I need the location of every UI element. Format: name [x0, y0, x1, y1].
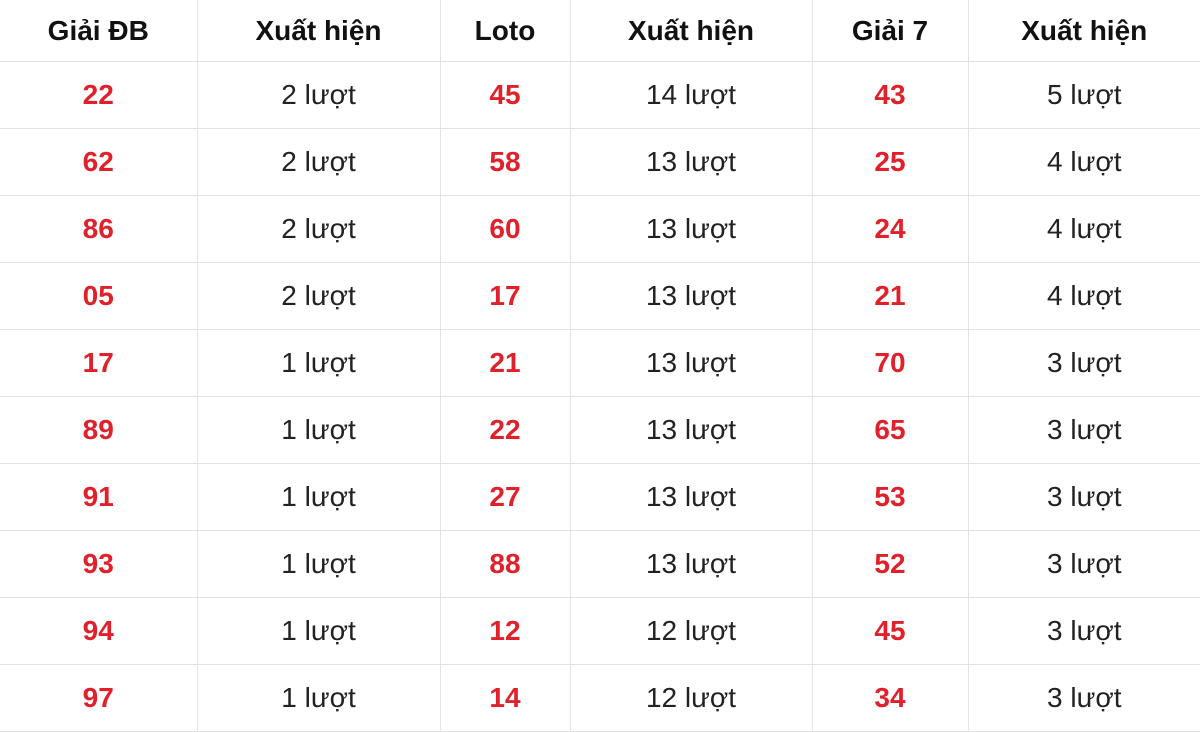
count-cell: 3 lượt: [967, 463, 1200, 531]
header-xuat-hien-giai-7: Xuất hiện: [967, 0, 1200, 62]
table-row: 17 1 lượt 21 13 lượt 70 3 lượt: [0, 329, 1200, 397]
header-xuat-hien-loto: Xuất hiện: [569, 0, 813, 62]
count-cell: 5 lượt: [967, 61, 1200, 129]
number-cell: 12: [439, 597, 571, 665]
count-cell: 2 lượt: [196, 128, 441, 196]
count-cell: 3 lượt: [967, 597, 1200, 665]
number-cell: 24: [811, 195, 969, 263]
header-giai-db: Giải ĐB: [0, 0, 198, 62]
number-cell: 52: [811, 530, 969, 598]
count-cell: 4 lượt: [967, 195, 1200, 263]
count-cell: 1 lượt: [196, 597, 441, 665]
number-cell: 27: [439, 463, 571, 531]
number-cell: 45: [439, 61, 571, 129]
number-cell: 22: [0, 61, 198, 129]
count-cell: 12 lượt: [569, 664, 813, 732]
count-cell: 3 lượt: [967, 396, 1200, 464]
number-cell: 65: [811, 396, 969, 464]
number-cell: 21: [439, 329, 571, 397]
count-cell: 3 lượt: [967, 530, 1200, 598]
number-cell: 17: [0, 329, 198, 397]
count-cell: 3 lượt: [967, 329, 1200, 397]
count-cell: 1 lượt: [196, 463, 441, 531]
count-cell: 4 lượt: [967, 128, 1200, 196]
number-cell: 70: [811, 329, 969, 397]
count-cell: 13 lượt: [569, 530, 813, 598]
table-row: 05 2 lượt 17 13 lượt 21 4 lượt: [0, 262, 1200, 330]
header-giai-7: Giải 7: [811, 0, 969, 62]
header-loto: Loto: [439, 0, 571, 62]
count-cell: 13 lượt: [569, 195, 813, 263]
table-row: 97 1 lượt 14 12 lượt 34 3 lượt: [0, 664, 1200, 732]
number-cell: 93: [0, 530, 198, 598]
table-row: 62 2 lượt 58 13 lượt 25 4 lượt: [0, 128, 1200, 196]
number-cell: 58: [439, 128, 571, 196]
table-row: 93 1 lượt 88 13 lượt 52 3 lượt: [0, 530, 1200, 598]
number-cell: 60: [439, 195, 571, 263]
number-cell: 21: [811, 262, 969, 330]
count-cell: 13 lượt: [569, 463, 813, 531]
number-cell: 05: [0, 262, 198, 330]
count-cell: 13 lượt: [569, 128, 813, 196]
count-cell: 13 lượt: [569, 396, 813, 464]
number-cell: 43: [811, 61, 969, 129]
number-cell: 89: [0, 396, 198, 464]
count-cell: 13 lượt: [569, 262, 813, 330]
table-header-row: Giải ĐB Xuất hiện Loto Xuất hiện Giải 7 Xuất …: [0, 0, 1200, 62]
table-row: 89 1 lượt 22 13 lượt 65 3 lượt: [0, 396, 1200, 464]
table-row: 94 1 lượt 12 12 lượt 45 3 lượt: [0, 597, 1200, 665]
count-cell: 4 lượt: [967, 262, 1200, 330]
number-cell: 14: [439, 664, 571, 732]
number-cell: 62: [0, 128, 198, 196]
table-row: 91 1 lượt 27 13 lượt 53 3 lượt: [0, 463, 1200, 531]
number-cell: 22: [439, 396, 571, 464]
number-cell: 34: [811, 664, 969, 732]
count-cell: 12 lượt: [569, 597, 813, 665]
number-cell: 91: [0, 463, 198, 531]
number-cell: 86: [0, 195, 198, 263]
number-cell: 53: [811, 463, 969, 531]
number-cell: 17: [439, 262, 571, 330]
number-cell: 88: [439, 530, 571, 598]
count-cell: 14 lượt: [569, 61, 813, 129]
count-cell: 1 lượt: [196, 664, 441, 732]
count-cell: 1 lượt: [196, 329, 441, 397]
count-cell: 13 lượt: [569, 329, 813, 397]
count-cell: 2 lượt: [196, 195, 441, 263]
table-row: 22 2 lượt 45 14 lượt 43 5 lượt: [0, 61, 1200, 129]
count-cell: 1 lượt: [196, 530, 441, 598]
number-cell: 25: [811, 128, 969, 196]
count-cell: 2 lượt: [196, 262, 441, 330]
header-xuat-hien-db: Xuất hiện: [196, 0, 441, 62]
count-cell: 2 lượt: [196, 61, 441, 129]
count-cell: 3 lượt: [967, 664, 1200, 732]
number-cell: 94: [0, 597, 198, 665]
number-cell: 97: [0, 664, 198, 732]
count-cell: 1 lượt: [196, 396, 441, 464]
number-cell: 45: [811, 597, 969, 665]
table-row: 86 2 lượt 60 13 lượt 24 4 lượt: [0, 195, 1200, 263]
